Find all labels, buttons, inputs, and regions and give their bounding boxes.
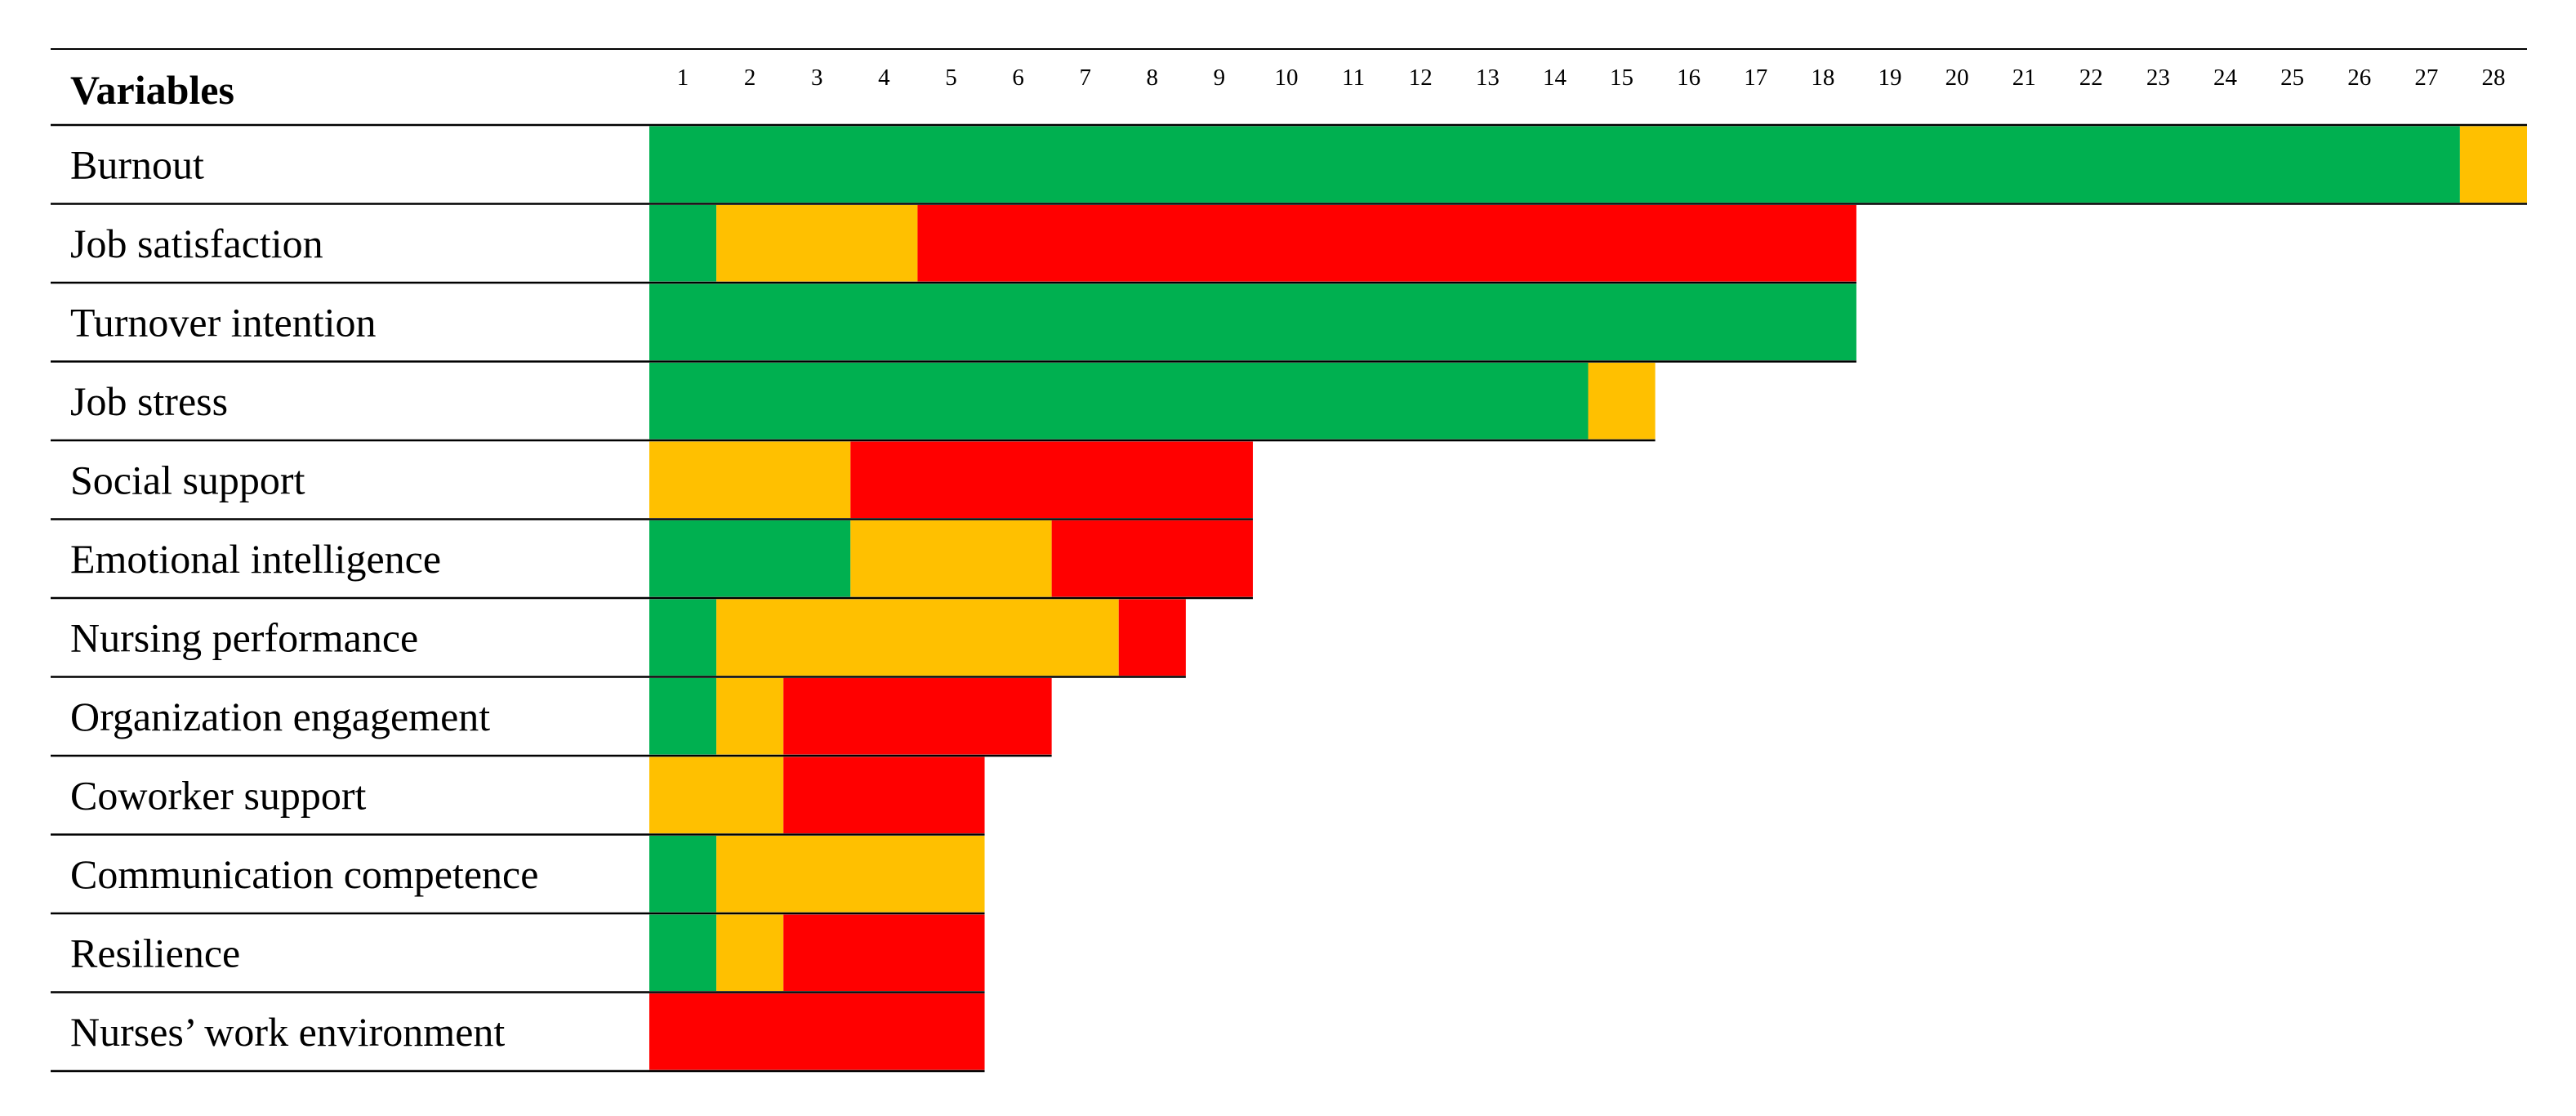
bar-segment-emotional-intelligence-orange — [850, 520, 1052, 597]
column-number-24: 24 — [2213, 65, 2238, 91]
column-number-19: 19 — [1878, 65, 1901, 91]
column-number-11: 11 — [1342, 65, 1365, 91]
column-number-28: 28 — [2481, 65, 2505, 91]
column-number-1: 1 — [677, 65, 689, 91]
column-number-14: 14 — [1543, 65, 1567, 91]
column-number-20: 20 — [1945, 65, 1969, 91]
row-label-job-satisfaction: Job satisfaction — [70, 221, 323, 266]
row-label-burnout: Burnout — [70, 141, 204, 187]
column-number-25: 25 — [2280, 65, 2304, 91]
column-number-21: 21 — [2012, 65, 2036, 91]
bar-segment-turnover-intention-green — [649, 283, 1856, 360]
row-label-emotional-intelligence: Emotional intelligence — [70, 536, 441, 582]
column-number-23: 23 — [2146, 65, 2170, 91]
bar-segment-job-stress-orange — [1588, 363, 1656, 440]
column-number-5: 5 — [945, 65, 957, 91]
column-number-27: 27 — [2414, 65, 2438, 91]
bar-segment-nurses-work-environment-red — [649, 993, 985, 1070]
column-number-12: 12 — [1409, 65, 1433, 91]
column-number-2: 2 — [744, 65, 756, 91]
bar-segments — [649, 126, 2527, 1070]
bar-segment-coworker-support-orange — [649, 757, 784, 833]
bar-segment-burnout-green — [649, 126, 2460, 203]
column-number-6: 6 — [1012, 65, 1024, 91]
bar-segment-job-stress-green — [649, 363, 1589, 440]
bar-segment-organization-engagement-orange — [716, 678, 784, 755]
bar-segment-nursing-performance-orange — [716, 599, 1119, 676]
bar-segment-resilience-red — [783, 914, 985, 991]
bar-segment-burnout-orange — [2459, 126, 2527, 203]
row-label-job-stress: Job stress — [70, 378, 228, 424]
bar-segment-social-support-orange — [649, 441, 851, 518]
bar-segment-resilience-green — [649, 914, 717, 991]
column-number-18: 18 — [1811, 65, 1834, 91]
row-separators — [51, 48, 2527, 1073]
variables-header: Variables — [70, 67, 234, 113]
column-number-9: 9 — [1214, 65, 1226, 91]
row-label-social-support: Social support — [70, 457, 305, 502]
column-number-3: 3 — [811, 65, 823, 91]
row-label-nurses-work-environment: Nurses’ work environment — [70, 1009, 505, 1055]
column-number-ticks: 1 2 3 4 5 6 7 8 9 10 11 12 13 14 15 16 17 18 19 20 21 22 23 24 2… — [677, 65, 2506, 91]
bar-segment-resilience-orange — [716, 914, 784, 991]
bar-segment-nursing-performance-red — [1118, 599, 1186, 676]
column-number-16: 16 — [1677, 65, 1700, 91]
bar-segment-communication-competence-green — [649, 836, 717, 913]
column-number-22: 22 — [2079, 65, 2103, 91]
column-number-10: 10 — [1275, 65, 1299, 91]
bar-segment-coworker-support-red — [783, 757, 985, 833]
variable-labels: Burnout Job satisfaction Turnover intentio… — [70, 141, 538, 1055]
bar-segment-nursing-performance-green — [649, 599, 717, 676]
column-number-13: 13 — [1476, 65, 1500, 91]
row-label-organization-engagement: Organization engagement — [70, 694, 490, 739]
bar-segment-organization-engagement-red — [783, 678, 1052, 755]
bar-segment-social-support-red — [850, 441, 1253, 518]
bar-segment-job-satisfaction-green — [649, 205, 717, 282]
row-label-nursing-performance: Nursing performance — [70, 614, 418, 660]
row-label-communication-competence: Communication competence — [70, 851, 538, 897]
column-number-17: 17 — [1744, 65, 1767, 91]
row-label-resilience: Resilience — [70, 930, 240, 975]
bar-segment-job-satisfaction-red — [917, 205, 1856, 282]
bar-segment-communication-competence-orange — [716, 836, 985, 913]
column-number-8: 8 — [1147, 65, 1159, 91]
column-number-4: 4 — [878, 65, 890, 91]
bar-segment-organization-engagement-green — [649, 678, 717, 755]
bar-segment-job-satisfaction-orange — [716, 205, 918, 282]
column-number-26: 26 — [2347, 65, 2371, 91]
row-label-turnover-intention: Turnover intention — [70, 299, 377, 345]
row-label-coworker-support: Coworker support — [70, 772, 367, 818]
column-number-15: 15 — [1610, 65, 1633, 91]
bar-segment-emotional-intelligence-green — [649, 520, 851, 597]
bar-segment-emotional-intelligence-red — [1051, 520, 1253, 597]
column-number-7: 7 — [1079, 65, 1091, 91]
